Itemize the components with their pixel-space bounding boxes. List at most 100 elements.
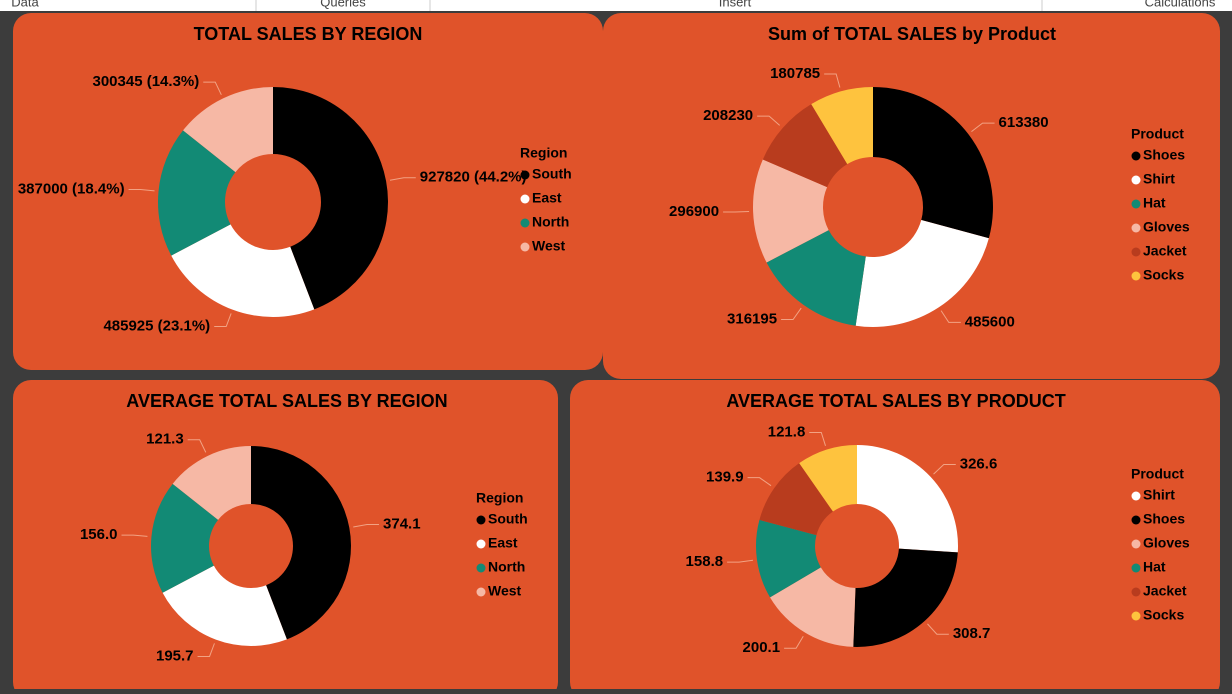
data-label: 139.9 [706, 469, 744, 486]
ribbon-tab[interactable]: Insert [719, 0, 752, 9]
legend-label: West [532, 238, 566, 254]
legend-label: Socks [1143, 267, 1184, 283]
data-label: 308.7 [953, 625, 991, 642]
leader-line [784, 635, 804, 649]
data-label: 613380 [999, 114, 1049, 131]
legend-label: Shoes [1143, 511, 1185, 527]
leader-line [757, 115, 781, 126]
leader-line [128, 189, 155, 192]
donut-slice [756, 519, 821, 598]
ribbon-bar [0, 0, 1232, 11]
donut-slice [853, 548, 958, 647]
panel [603, 13, 1220, 379]
legend-label: South [532, 166, 572, 182]
leader-line [187, 439, 207, 453]
legend-label: East [532, 190, 562, 206]
legend-title: Region [476, 490, 523, 506]
data-label: 316195 [727, 310, 777, 327]
legend-marker [1131, 563, 1141, 573]
chart-title: AVERAGE TOTAL SALES BY REGION [126, 391, 447, 411]
legend-marker [1131, 611, 1141, 621]
legend-label: Jacket [1143, 243, 1187, 259]
chart-title: AVERAGE TOTAL SALES BY PRODUCT [726, 391, 1065, 411]
leader-line [927, 623, 949, 635]
leader-line [121, 534, 148, 537]
legend-marker [476, 587, 486, 597]
data-label: 200.1 [743, 639, 781, 656]
chart-title: Sum of TOTAL SALES by Product [768, 24, 1056, 44]
leader-line [933, 464, 956, 475]
legend-label: Socks [1143, 607, 1184, 623]
data-label: 195.7 [156, 647, 194, 664]
leader-line [197, 643, 215, 657]
data-label: 121.3 [146, 431, 184, 448]
panel [570, 380, 1220, 694]
data-label: 121.8 [768, 423, 806, 440]
donut-slice [855, 220, 989, 327]
legend-marker [520, 194, 530, 204]
leader-line [727, 559, 754, 563]
donut-slice [759, 463, 833, 536]
donut-slice [162, 565, 287, 646]
data-label: 158.8 [686, 553, 724, 570]
data-label: 296900 [669, 203, 719, 220]
donut-slice [873, 87, 993, 239]
donut-slice [251, 446, 351, 640]
chart-title: TOTAL SALES BY REGION [194, 24, 423, 44]
donut-slice [171, 224, 315, 317]
donut-slice [172, 446, 251, 520]
donut-slice [753, 159, 829, 263]
ribbon-tab[interactable]: Queries [320, 0, 366, 9]
data-label: 156.0 [80, 526, 118, 543]
leader-line [809, 431, 826, 446]
leader-line [214, 313, 232, 327]
leader-line [940, 310, 961, 323]
legend-title: Region [520, 145, 567, 161]
legend-marker [1131, 271, 1141, 281]
legend-label: Hat [1143, 559, 1166, 575]
legend-marker [1131, 151, 1141, 161]
leader-line [781, 307, 802, 321]
legend-label: Shirt [1143, 171, 1175, 187]
legend-label: Shirt [1143, 487, 1175, 503]
data-label: 927820 (44.2%) [420, 169, 527, 186]
legend-marker [476, 539, 486, 549]
legend-label: East [488, 535, 518, 551]
legend-marker [476, 515, 486, 525]
donut-slice [799, 445, 857, 512]
legend-label: Shoes [1143, 147, 1185, 163]
leader-line [824, 73, 841, 88]
legend-marker [1131, 247, 1141, 257]
donut-slice [766, 230, 866, 326]
legend-label: West [488, 583, 522, 599]
legend-marker [520, 242, 530, 252]
legend-marker [1131, 175, 1141, 185]
donut-slice [183, 87, 273, 173]
data-label: 326.6 [960, 456, 998, 473]
panel [13, 380, 558, 694]
leader-line [723, 211, 750, 213]
data-label: 485925 (23.1%) [103, 317, 210, 334]
ribbon-tab[interactable]: Calculations [1145, 0, 1216, 9]
donut-slice [857, 445, 958, 553]
leader-line [971, 122, 995, 132]
data-label: 374.1 [383, 515, 421, 532]
data-label: 180785 [770, 65, 820, 82]
legend-marker [476, 563, 486, 573]
donut-slice [157, 130, 236, 256]
ribbon-tab[interactable]: Data [11, 0, 39, 9]
donut-slice [273, 87, 388, 310]
donut-slice [770, 567, 856, 647]
legend-label: North [532, 214, 569, 230]
panel [13, 13, 603, 370]
legend-marker [520, 170, 530, 180]
legend-title: Product [1131, 466, 1184, 482]
donut-slice [811, 87, 873, 165]
legend-label: North [488, 559, 525, 575]
legend-marker [1131, 199, 1141, 209]
legend-marker [1131, 223, 1141, 233]
legend-label: Gloves [1143, 535, 1190, 551]
legend-label: Jacket [1143, 583, 1187, 599]
